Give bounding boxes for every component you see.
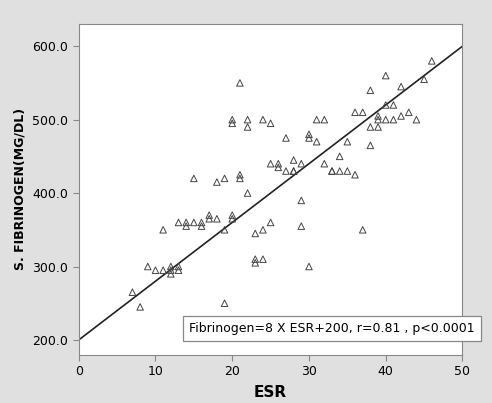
Point: [267, 219, 275, 226]
Point: [397, 83, 405, 90]
Point: [244, 116, 251, 123]
Point: [305, 131, 313, 137]
Point: [152, 267, 159, 273]
Point: [259, 226, 267, 233]
Point: [282, 168, 290, 174]
Point: [328, 168, 336, 174]
Point: [290, 168, 298, 174]
Point: [275, 164, 282, 170]
Point: [297, 223, 305, 229]
Point: [205, 212, 213, 218]
Point: [244, 190, 251, 196]
Point: [275, 160, 282, 167]
Point: [236, 175, 244, 182]
Point: [159, 226, 167, 233]
Point: [228, 212, 236, 218]
Point: [167, 263, 175, 270]
Point: [259, 116, 267, 123]
Point: [336, 153, 343, 160]
Point: [390, 102, 398, 108]
Point: [320, 116, 328, 123]
Point: [228, 116, 236, 123]
Point: [351, 109, 359, 116]
Point: [182, 223, 190, 229]
Point: [297, 197, 305, 204]
Point: [359, 109, 367, 116]
Point: [297, 160, 305, 167]
Point: [228, 120, 236, 127]
Point: [198, 219, 206, 226]
Point: [305, 135, 313, 141]
Point: [367, 87, 374, 93]
Point: [267, 120, 275, 127]
Point: [420, 76, 428, 83]
Point: [190, 219, 198, 226]
Point: [343, 139, 351, 145]
Point: [175, 219, 183, 226]
Point: [236, 172, 244, 178]
Point: [328, 168, 336, 174]
Point: [374, 116, 382, 123]
Point: [220, 300, 228, 306]
Point: [259, 256, 267, 262]
Y-axis label: S. FIBRINOGEN(MG/DL): S. FIBRINOGEN(MG/DL): [14, 108, 27, 270]
Point: [290, 157, 298, 163]
Point: [175, 263, 183, 270]
Point: [290, 168, 298, 174]
Point: [228, 216, 236, 222]
Point: [367, 142, 374, 149]
Point: [244, 124, 251, 130]
Point: [359, 226, 367, 233]
Point: [336, 168, 343, 174]
Point: [313, 116, 321, 123]
Point: [382, 73, 390, 79]
X-axis label: ESR: ESR: [254, 385, 287, 400]
Point: [220, 175, 228, 182]
Point: [282, 135, 290, 141]
Point: [343, 168, 351, 174]
Point: [213, 216, 221, 222]
Point: [190, 175, 198, 182]
Point: [390, 116, 398, 123]
Text: Fibrinogen=8 X ESR+200, r=0.81 , p<0.0001: Fibrinogen=8 X ESR+200, r=0.81 , p<0.000…: [189, 322, 475, 335]
Point: [220, 226, 228, 233]
Point: [320, 160, 328, 167]
Point: [136, 304, 144, 310]
Point: [167, 271, 175, 277]
Point: [405, 109, 413, 116]
Point: [144, 263, 152, 270]
Point: [382, 102, 390, 108]
Point: [367, 124, 374, 130]
Point: [313, 139, 321, 145]
Point: [198, 223, 206, 229]
Point: [182, 219, 190, 226]
Point: [251, 256, 259, 262]
Point: [305, 263, 313, 270]
Point: [351, 172, 359, 178]
Point: [205, 216, 213, 222]
Point: [159, 267, 167, 273]
Point: [374, 113, 382, 119]
Point: [374, 124, 382, 130]
Point: [236, 80, 244, 86]
Point: [412, 116, 420, 123]
Point: [251, 230, 259, 237]
Point: [167, 267, 175, 273]
Point: [428, 58, 436, 64]
Point: [382, 116, 390, 123]
Point: [397, 113, 405, 119]
Point: [213, 179, 221, 185]
Point: [128, 289, 136, 295]
Point: [267, 160, 275, 167]
Point: [175, 267, 183, 273]
Point: [251, 260, 259, 266]
